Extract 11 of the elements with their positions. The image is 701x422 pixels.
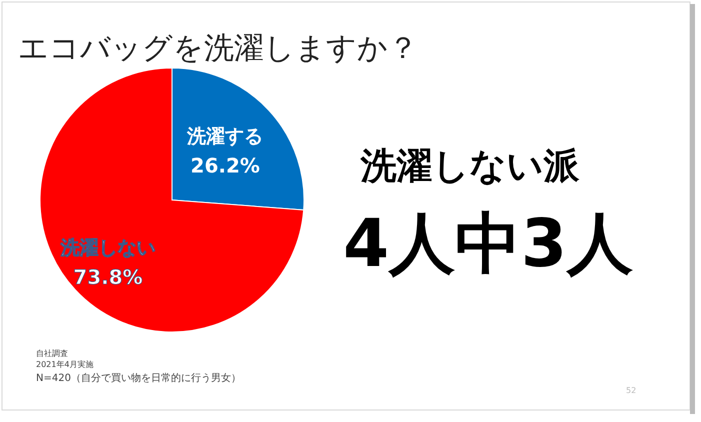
text: 4人中3人 [343, 205, 633, 282]
data-label: 26.2% [190, 154, 260, 178]
slice-label: 洗濯しない [60, 237, 156, 259]
chart-title: エコバッグを洗濯しますか？ [18, 31, 418, 66]
text: 自社調査 [36, 349, 68, 358]
text: N=420（自分で買い物を日常的に行う男女） [36, 372, 241, 384]
slice-label: 洗濯する [186, 126, 264, 148]
text: 洗濯しない派 [360, 146, 580, 187]
data-label: 73.8% [73, 265, 143, 289]
text: 52 [626, 386, 636, 395]
text: 2021年4月実施 [36, 360, 94, 369]
